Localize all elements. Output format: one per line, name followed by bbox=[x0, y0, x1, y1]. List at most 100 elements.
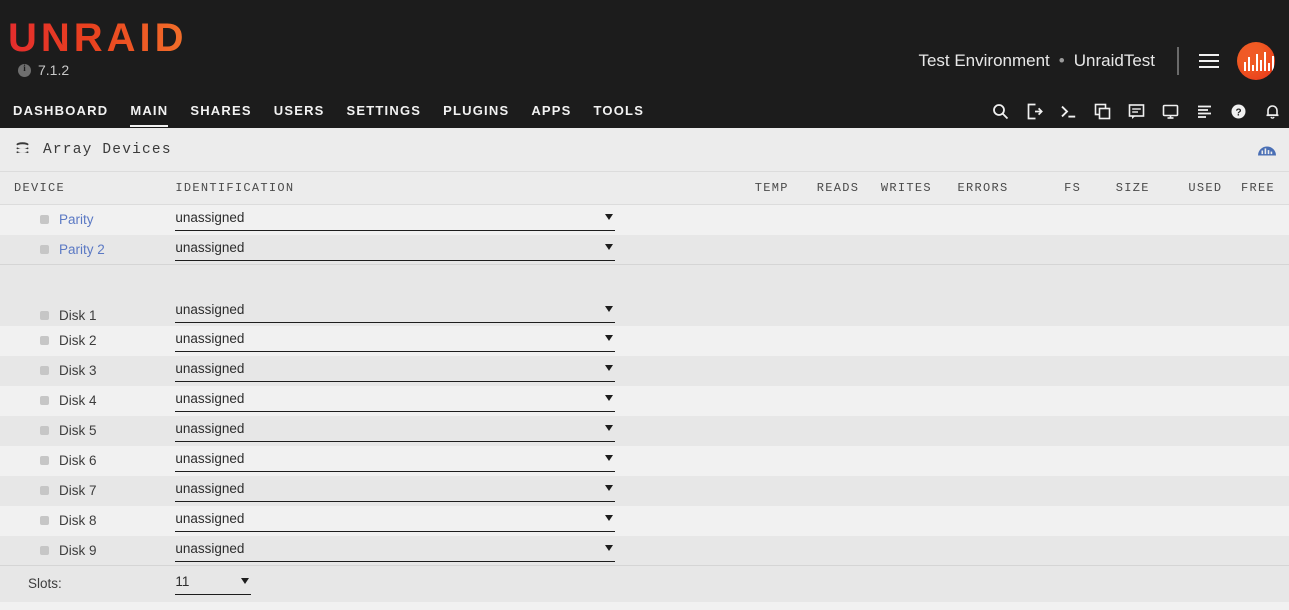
identification-value: unassigned bbox=[175, 481, 245, 496]
identification-select[interactable]: unassigned bbox=[175, 479, 616, 502]
array-devices-panel: Array Devices DEVICE IDENTIFICATION TEMP… bbox=[0, 128, 1289, 602]
identification-value: unassigned bbox=[175, 331, 245, 346]
svg-text:?: ? bbox=[1235, 107, 1241, 118]
device-name: Disk 7 bbox=[59, 483, 97, 498]
slots-value: 11 bbox=[175, 574, 190, 590]
device-cell: Disk 9 bbox=[0, 536, 161, 566]
sign-out-icon[interactable] bbox=[1025, 102, 1043, 120]
nav-item-tools[interactable]: TOOLS bbox=[593, 103, 645, 118]
table-row: Disk 9 unassigned bbox=[0, 535, 1289, 566]
nav-item-users[interactable]: USERS bbox=[273, 103, 325, 118]
table-row: Disk 3 unassigned bbox=[0, 355, 1289, 386]
identification-cell: unassigned bbox=[161, 264, 727, 326]
identification-select[interactable]: unassigned bbox=[175, 329, 616, 352]
nav-item-dashboard[interactable]: DASHBOARD bbox=[13, 103, 109, 118]
table-row: Parity 2 unassigned bbox=[0, 234, 1289, 265]
bell-icon[interactable] bbox=[1263, 102, 1281, 120]
slots-row: Slots: 11 bbox=[0, 565, 1289, 602]
identification-cell: unassigned bbox=[161, 536, 726, 566]
identification-cell: unassigned bbox=[161, 446, 726, 476]
identification-select[interactable]: unassigned bbox=[175, 539, 616, 562]
device-cell: Disk 7 bbox=[0, 476, 161, 506]
identification-select[interactable]: unassigned bbox=[175, 208, 616, 232]
device-cell: Disk 2 bbox=[0, 326, 161, 356]
column-header-errors: ERRORS bbox=[931, 172, 1009, 205]
identification-select[interactable]: unassigned bbox=[175, 300, 616, 323]
device-status-icon bbox=[40, 486, 49, 495]
page-title: Array Devices bbox=[43, 141, 172, 158]
log-icon[interactable] bbox=[1195, 102, 1213, 120]
gauge-icon[interactable] bbox=[1257, 141, 1277, 163]
empty-cells bbox=[726, 446, 1289, 476]
slots-label: Slots: bbox=[28, 575, 62, 591]
identification-select[interactable]: unassigned bbox=[175, 389, 616, 412]
empty-cells bbox=[726, 264, 1289, 326]
device-status-icon bbox=[40, 310, 49, 320]
empty-cells bbox=[726, 506, 1289, 536]
device-name-link[interactable]: Parity 2 bbox=[59, 241, 105, 257]
chevron-down-icon bbox=[605, 395, 614, 401]
chevron-down-icon bbox=[605, 305, 614, 312]
identification-value: unassigned bbox=[175, 451, 245, 466]
environment-label: Test Environment bbox=[918, 51, 1050, 70]
identification-select[interactable]: unassigned bbox=[175, 509, 616, 532]
device-status-icon bbox=[40, 215, 49, 225]
chevron-down-icon bbox=[605, 335, 614, 341]
nav-items: DASHBOARD MAIN SHARES USERS SETTINGS PLU… bbox=[0, 101, 655, 127]
device-status-icon bbox=[40, 426, 49, 435]
column-header-temp: TEMP bbox=[726, 172, 789, 205]
identification-select[interactable]: unassigned bbox=[175, 238, 616, 261]
device-name: Disk 1 bbox=[59, 307, 97, 323]
table-row: Disk 6 unassigned bbox=[0, 445, 1289, 476]
identification-value: unassigned bbox=[175, 540, 245, 556]
device-cell: Disk 1 bbox=[0, 264, 162, 326]
device-cell: Disk 4 bbox=[0, 386, 161, 416]
table-row: Parity unassigned bbox=[0, 204, 1289, 235]
identification-cell: unassigned bbox=[161, 506, 726, 536]
column-header-free: FREE bbox=[1222, 172, 1289, 205]
nav-item-main[interactable]: MAIN bbox=[119, 101, 179, 127]
identification-value: unassigned bbox=[175, 361, 245, 376]
device-name: Disk 4 bbox=[59, 393, 97, 408]
server-name-label: UnraidTest bbox=[1073, 51, 1155, 70]
column-header-writes: WRITES bbox=[859, 172, 932, 205]
empty-cells bbox=[726, 326, 1289, 356]
device-name: Disk 9 bbox=[59, 542, 97, 558]
identification-value: unassigned bbox=[175, 391, 245, 406]
panel-title-group: Array Devices bbox=[14, 141, 172, 158]
column-header-fs: FS bbox=[1008, 172, 1082, 205]
chevron-down-icon bbox=[605, 365, 614, 371]
empty-cells bbox=[726, 565, 1289, 602]
column-header-device: DEVICE bbox=[0, 172, 162, 205]
chevron-down-icon bbox=[241, 578, 250, 585]
chat-icon[interactable] bbox=[1127, 102, 1145, 120]
chevron-down-icon bbox=[605, 515, 614, 521]
identification-cell: unassigned bbox=[161, 356, 726, 386]
nav-item-apps[interactable]: APPS bbox=[531, 103, 572, 118]
slots-select[interactable]: 11 bbox=[175, 572, 252, 596]
copy-icon[interactable] bbox=[1093, 102, 1111, 120]
identification-select[interactable]: unassigned bbox=[175, 419, 616, 442]
header-divider bbox=[1177, 47, 1179, 75]
nav-item-shares[interactable]: SHARES bbox=[190, 103, 252, 118]
nav-item-plugins[interactable]: PLUGINS bbox=[443, 103, 510, 118]
hamburger-icon[interactable] bbox=[1199, 54, 1219, 68]
terminal-icon[interactable] bbox=[1059, 102, 1077, 120]
slots-select-cell: 11 bbox=[161, 565, 727, 602]
identification-select[interactable]: unassigned bbox=[175, 449, 616, 472]
unraid-avatar-icon[interactable] bbox=[1237, 42, 1275, 80]
search-icon[interactable] bbox=[991, 102, 1009, 120]
header-right-group: Test Environment • UnraidTest bbox=[918, 42, 1275, 80]
identification-value: unassigned bbox=[175, 239, 245, 255]
identification-cell: unassigned bbox=[161, 326, 726, 356]
device-status-icon bbox=[40, 545, 49, 555]
table-row: Disk 4 unassigned bbox=[0, 385, 1289, 416]
nav-icon-group: ? bbox=[991, 94, 1281, 128]
help-icon[interactable]: ? bbox=[1229, 102, 1247, 120]
monitor-icon[interactable] bbox=[1161, 102, 1179, 120]
nav-item-settings[interactable]: SETTINGS bbox=[346, 103, 422, 118]
identification-select[interactable]: unassigned bbox=[175, 359, 616, 382]
identification-cell: unassigned bbox=[161, 386, 726, 416]
device-name-link[interactable]: Parity bbox=[59, 212, 94, 228]
device-cell: Disk 3 bbox=[0, 356, 161, 386]
